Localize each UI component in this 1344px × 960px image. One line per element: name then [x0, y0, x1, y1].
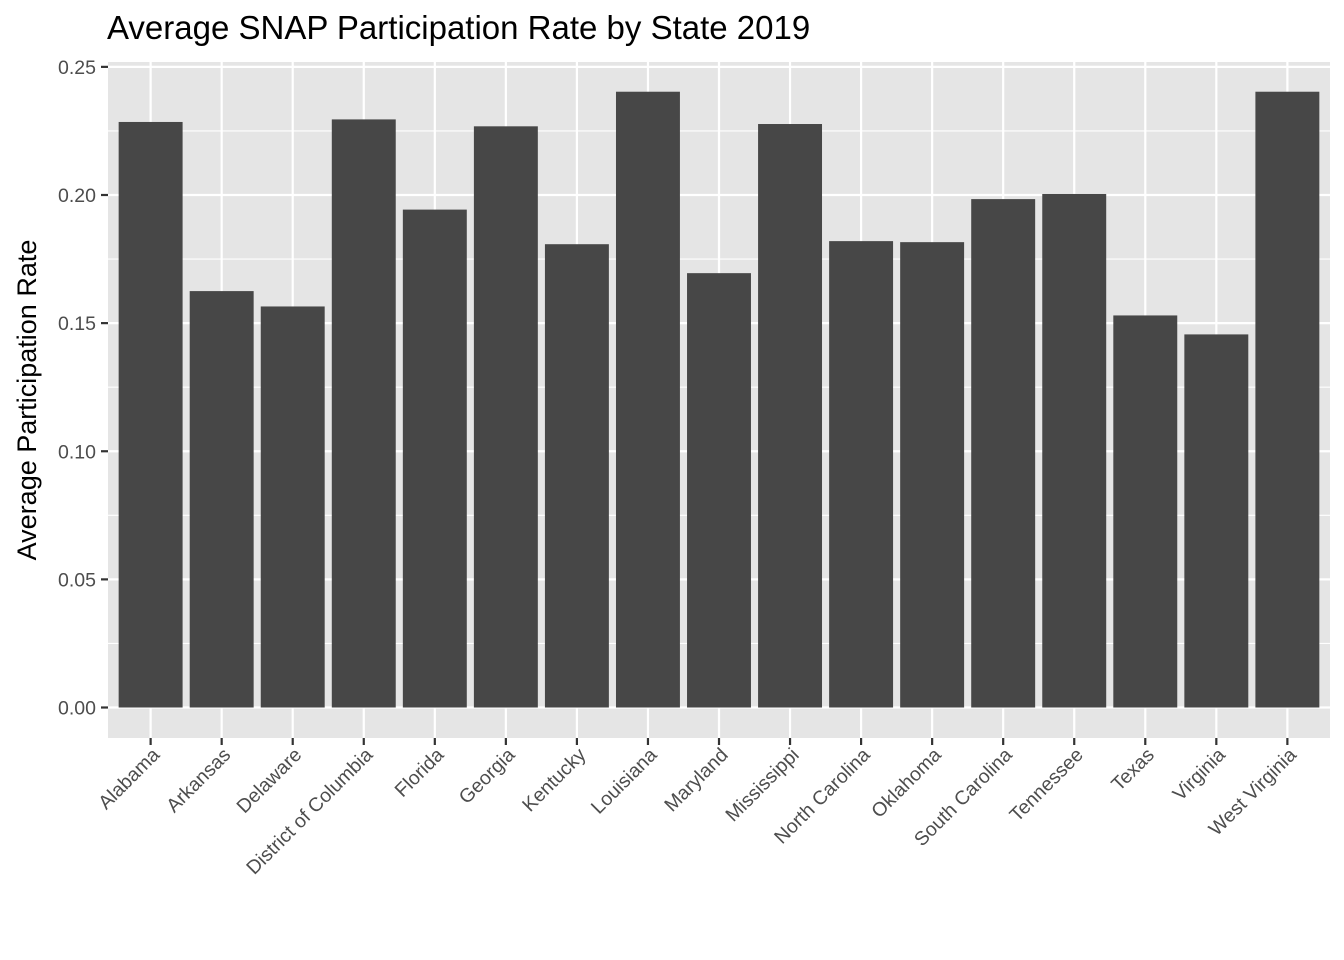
- bar-louisiana: [615, 91, 680, 708]
- bar-district-of-columbia: [331, 119, 396, 708]
- bar-west-virginia: [1255, 91, 1320, 708]
- y-axis-label: Average Participation Rate: [12, 240, 42, 561]
- bar-north-carolina: [829, 241, 894, 708]
- bar-arkansas: [189, 291, 254, 708]
- bar-mississippi: [758, 124, 823, 708]
- bar-kentucky: [544, 244, 609, 708]
- bar-maryland: [687, 273, 751, 708]
- bar-alabama: [118, 121, 183, 708]
- bar-virginia: [1184, 334, 1249, 708]
- y-tick-label: 0.00: [58, 698, 96, 720]
- bar-south-carolina: [971, 199, 1036, 708]
- x-tick-label: Georgia: [455, 744, 520, 809]
- x-tick-label: Delaware: [232, 744, 306, 818]
- x-tick-label: Arkansas: [162, 744, 235, 817]
- y-tick-label: 0.05: [58, 569, 96, 591]
- bar-tennessee: [1042, 193, 1107, 708]
- x-tick-label: Alabama: [94, 744, 164, 814]
- bars: [118, 91, 1320, 708]
- x-tick-label: Louisiana: [587, 744, 662, 819]
- bar-florida: [402, 209, 467, 708]
- y-tick-label: 0.25: [58, 57, 96, 79]
- x-tick-label: Florida: [391, 744, 449, 802]
- bar-texas: [1113, 315, 1178, 708]
- x-tick-label: District of Columbia: [242, 744, 377, 879]
- x-tick-label: Tennessee: [1006, 744, 1088, 826]
- y-axis: 0.00 0.05 0.10 0.15 0.20 0.25: [58, 57, 108, 720]
- x-tick-label: Texas: [1107, 744, 1159, 796]
- y-tick-label: 0.15: [58, 313, 96, 335]
- chart-title: Average SNAP Participation Rate by State…: [107, 9, 810, 46]
- bar-georgia: [473, 126, 538, 708]
- x-tick-label: Maryland: [660, 744, 732, 816]
- x-tick-label: Kentucky: [518, 744, 590, 816]
- y-tick-label: 0.20: [58, 185, 96, 207]
- y-tick-label: 0.10: [58, 441, 96, 463]
- bar-oklahoma: [900, 242, 965, 708]
- x-tick-label: Virginia: [1169, 744, 1230, 805]
- bar-delaware: [260, 306, 325, 708]
